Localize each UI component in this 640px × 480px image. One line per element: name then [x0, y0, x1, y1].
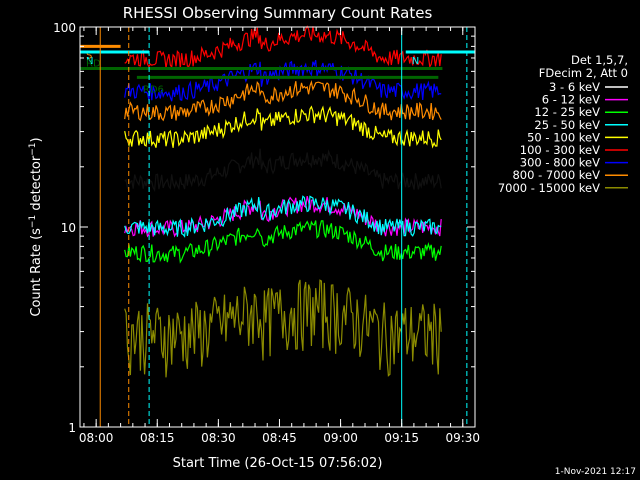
x-tick-label-6: 09:30 — [445, 431, 480, 445]
series-line-7 — [124, 79, 442, 122]
legend-label-2: 12 - 25 keV — [534, 105, 600, 119]
y-axis-label-part: Count Rate (s — [29, 228, 44, 317]
y-axis-label-part: ) — [29, 137, 44, 142]
series-line-0 — [124, 148, 442, 193]
flag-label-2: N — [412, 56, 419, 67]
x-tick-label-3: 08:45 — [262, 431, 297, 445]
flag-label-3: RD — [86, 59, 101, 70]
x-tick-label-1: 08:15 — [140, 431, 175, 445]
series-line-2 — [124, 220, 442, 264]
legend-label-6: 300 - 800 keV — [520, 156, 600, 170]
y-tick-label-1: 10 — [61, 221, 76, 235]
flag-label-4: RD6 — [143, 84, 164, 95]
y-axis-label-part: −1 — [28, 142, 38, 155]
x-axis-label: Start Time (26-Oct-15 07:56:02) — [173, 456, 383, 471]
footer-date: 1-Nov-2021 12:17 — [555, 467, 636, 477]
series-line-4 — [124, 105, 442, 149]
series-line-8 — [124, 279, 442, 378]
y-tick-label-2: 100 — [53, 21, 76, 35]
series-line-5 — [124, 25, 442, 69]
x-tick-label-2: 08:30 — [201, 431, 236, 445]
legend-label-8: 7000 - 15000 keV — [498, 181, 600, 195]
legend-label-1: 6 - 12 keV — [542, 93, 600, 107]
legend-header-1: FDecim 2, Att 0 — [539, 66, 628, 80]
x-tick-label-0: 08:00 — [79, 431, 114, 445]
legend-label-3: 25 - 50 keV — [534, 118, 600, 132]
x-tick-label-5: 09:15 — [384, 431, 419, 445]
y-axis-label-part: detector — [29, 155, 44, 215]
legend-label-5: 100 - 300 keV — [520, 143, 600, 157]
legend-label-4: 50 - 100 keV — [527, 130, 600, 144]
series-line-3 — [124, 195, 442, 238]
legend-header-0: Det 1,5,7, — [571, 53, 628, 67]
legend-label-0: 3 - 6 keV — [549, 80, 600, 94]
y-axis-label: Count Rate (s−1 detector−1) — [28, 137, 44, 316]
x-tick-label-4: 09:00 — [323, 431, 358, 445]
series-line-6 — [124, 60, 442, 102]
legend-label-7: 800 - 7000 keV — [512, 168, 600, 182]
flag-label-0: S — [86, 50, 92, 61]
chart-title: RHESSI Observing Summary Count Rates — [123, 4, 433, 22]
y-axis-label-part: −1 — [28, 215, 38, 228]
y-tick-label-0: 1 — [68, 421, 76, 435]
flag-label-1: N — [86, 56, 93, 67]
